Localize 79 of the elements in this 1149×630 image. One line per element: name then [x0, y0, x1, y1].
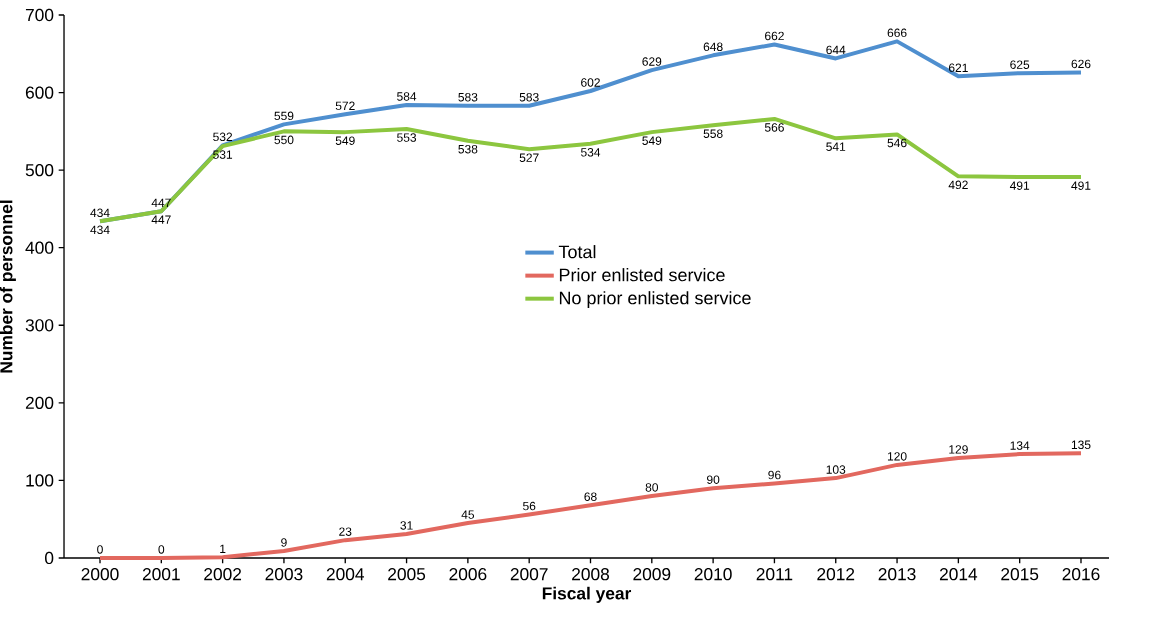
data-label: 629	[642, 57, 662, 66]
data-label: 527	[519, 153, 539, 162]
data-label: 80	[645, 483, 659, 492]
x-tick-label: 2007	[510, 568, 548, 581]
data-label: 546	[887, 138, 907, 148]
data-label: 541	[826, 142, 846, 151]
y-tick-label: 600	[25, 86, 54, 99]
x-tick-label: 2010	[694, 568, 732, 581]
y-tick-label: 200	[25, 396, 54, 409]
x-tick-label: 2006	[449, 568, 487, 581]
data-label: 103	[826, 465, 846, 474]
data-label: 534	[580, 148, 601, 157]
x-tick-label: 2001	[142, 568, 180, 581]
data-label: 68	[584, 492, 597, 501]
data-label: 31	[400, 521, 413, 530]
data-label: 553	[397, 133, 417, 142]
data-label: 434	[90, 225, 110, 235]
legend-label: Total	[558, 245, 596, 259]
data-label: 1	[220, 544, 226, 553]
data-label: 90	[707, 475, 720, 484]
data-label: 621	[948, 63, 968, 73]
data-label: 0	[97, 545, 103, 554]
data-label: 662	[765, 31, 784, 41]
data-label: 549	[335, 136, 355, 145]
data-label: 96	[768, 470, 781, 480]
x-tick-label: 2013	[878, 568, 916, 581]
x-tick-label: 2012	[817, 568, 855, 581]
data-label: 9	[281, 538, 287, 547]
data-label: 583	[519, 92, 539, 102]
data-label: 492	[948, 180, 968, 190]
y-tick-label: 500	[25, 164, 54, 177]
x-tick-label: 2008	[572, 568, 610, 581]
data-label: 491	[1009, 181, 1030, 190]
data-label: 549	[642, 136, 662, 145]
data-label: 558	[703, 129, 723, 138]
data-label: 572	[335, 101, 355, 111]
x-tick-label: 2002	[204, 568, 242, 581]
y-tick-label: 100	[26, 474, 54, 487]
x-tick-label: 2003	[265, 568, 303, 581]
data-label: 56	[523, 501, 536, 511]
x-tick-label: 2004	[326, 568, 365, 581]
x-tick-label: 2009	[633, 568, 671, 581]
data-label: 134	[1010, 441, 1030, 450]
data-label: 566	[764, 123, 784, 132]
data-label: 644	[826, 45, 846, 55]
data-label: 45	[461, 510, 475, 519]
data-label: 666	[887, 28, 907, 38]
data-label: 0	[158, 545, 165, 554]
x-tick-label: 2016	[1062, 568, 1100, 581]
y-tick-label: 700	[25, 8, 54, 22]
x-tick-label: 2014	[939, 568, 978, 581]
data-label: 532	[213, 132, 233, 142]
data-label: 447	[151, 215, 171, 224]
data-label: 559	[274, 111, 294, 121]
data-label: 135	[1071, 440, 1091, 450]
y-tick-label: 0	[45, 551, 54, 565]
y-tick-label: 400	[25, 241, 54, 254]
x-tick-label: 2015	[1001, 568, 1039, 581]
data-label: 129	[949, 445, 968, 454]
x-tick-label: 2000	[81, 568, 119, 581]
legend-label: No prior enlisted service	[559, 291, 751, 308]
data-label: 120	[887, 452, 907, 461]
data-label: 602	[581, 78, 600, 87]
data-label: 538	[458, 144, 478, 154]
x-tick-label: 2005	[388, 568, 426, 581]
data-label: 625	[1010, 60, 1030, 69]
data-label: 434	[90, 208, 110, 218]
data-label: 550	[274, 135, 294, 145]
x-axis-title: Fiscal year	[542, 586, 632, 603]
data-label: 583	[458, 92, 478, 102]
data-label: 23	[339, 527, 352, 536]
data-label: 626	[1071, 59, 1091, 69]
data-label: 584	[397, 92, 417, 101]
data-label: 648	[703, 42, 723, 52]
y-axis-title: Number of personnel	[0, 200, 16, 373]
data-label: 491	[1071, 181, 1091, 190]
x-tick-label: 2011	[756, 568, 793, 581]
y-tick-label: 300	[25, 319, 54, 332]
legend-label: Prior enlisted service	[559, 268, 725, 282]
